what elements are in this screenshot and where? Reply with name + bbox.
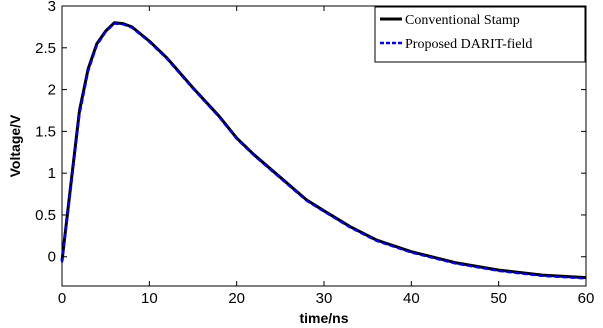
y-tick-label: 1.5	[35, 123, 56, 140]
x-tick-label: 20	[228, 290, 245, 307]
x-axis-label: time/ns	[299, 310, 348, 326]
y-tick-label: 0.5	[35, 207, 56, 224]
x-tick-label: 0	[58, 290, 66, 307]
legend-label-conventional-stamp: Conventional Stamp	[405, 13, 520, 28]
series-line-conventional-stamp	[60, 21, 587, 280]
series-layer	[60, 21, 587, 280]
y-tick-label: 2.5	[35, 40, 56, 57]
legend-label-proposed-darit-field: Proposed DARIT-field	[405, 37, 532, 52]
y-tick-label: 3	[48, 0, 56, 15]
x-tick-label: 60	[578, 290, 595, 307]
y-axis-label: Voltage/V	[7, 114, 23, 177]
x-tick-label: 10	[141, 290, 158, 307]
x-tick-label: 30	[316, 290, 333, 307]
ticks-layer: 0 10 20 30 40 50 60 0 0.5 1 1.5 2 2.5 3	[35, 0, 594, 307]
y-tick-label: 0	[48, 249, 56, 266]
legend-box	[374, 6, 586, 63]
legend: Conventional Stamp Proposed DARIT-field	[374, 6, 586, 63]
x-tick-label: 40	[403, 290, 420, 307]
y-tick-label: 1	[48, 165, 56, 182]
series-line-proposed-darit-field	[60, 22, 587, 280]
x-tick-label: 50	[490, 290, 507, 307]
y-tick-label: 2	[48, 82, 56, 99]
